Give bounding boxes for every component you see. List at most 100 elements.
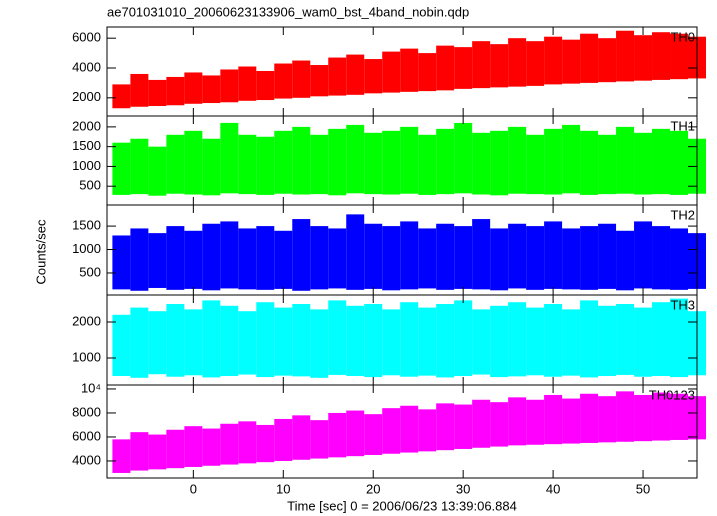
data-band [256, 70, 275, 101]
data-band [238, 134, 257, 195]
data-band [436, 223, 455, 290]
data-band [400, 221, 419, 290]
data-band [382, 226, 401, 291]
x-tick-label: 50 [636, 481, 650, 496]
data-band [148, 311, 167, 375]
y-tick-label: 4000 [72, 59, 101, 74]
data-band [418, 228, 437, 289]
data-band [292, 60, 311, 98]
data-band [490, 402, 509, 447]
data-band [346, 54, 365, 95]
data-band [328, 228, 347, 289]
data-band [382, 130, 401, 195]
data-band [112, 84, 131, 109]
data-band [130, 138, 149, 195]
data-band [580, 393, 599, 443]
data-band [562, 398, 581, 444]
data-band [346, 410, 365, 457]
data-band [580, 300, 599, 378]
data-band [148, 434, 167, 470]
data-band [112, 142, 131, 195]
data-band [490, 228, 509, 291]
data-band [202, 75, 221, 104]
data-band [202, 428, 221, 466]
y-tick-label: 1000 [72, 158, 101, 173]
data-band [634, 394, 653, 442]
data-band [166, 76, 185, 106]
data-band [472, 41, 491, 89]
data-band [328, 412, 347, 458]
y-axis-label: Counts/sec [33, 219, 48, 285]
y-tick-label: 2000 [72, 89, 101, 104]
data-band [112, 314, 131, 376]
series-label: TH0 [670, 29, 695, 44]
x-tick-label: 10 [276, 481, 290, 496]
data-band [256, 226, 275, 290]
series-label: TH0123 [649, 387, 695, 402]
data-band [634, 35, 653, 81]
x-tick-label: 30 [456, 481, 470, 496]
data-band [580, 226, 599, 290]
data-band [562, 39, 581, 84]
data-band [598, 38, 617, 83]
data-band [652, 226, 671, 290]
data-band [472, 309, 491, 375]
data-band [256, 302, 275, 378]
data-band [670, 130, 689, 195]
y-tick-label: 2000 [72, 313, 101, 328]
y-tick-label: 500 [79, 264, 101, 279]
data-band [166, 429, 185, 469]
data-band [598, 223, 617, 289]
data-band [544, 128, 563, 195]
data-band [616, 126, 635, 194]
data-band [220, 221, 239, 289]
data-band [526, 399, 545, 445]
data-band [202, 223, 221, 291]
y-tick-label: 1000 [72, 241, 101, 256]
data-band [346, 214, 365, 290]
data-band [670, 33, 689, 80]
data-band [634, 221, 653, 289]
data-band [652, 128, 671, 195]
data-band [400, 405, 419, 453]
data-band [130, 432, 149, 471]
data-band [292, 126, 311, 195]
data-band [454, 47, 473, 89]
data-band [418, 53, 437, 92]
data-band [472, 132, 491, 195]
data-band [616, 391, 635, 442]
data-band [130, 307, 149, 378]
data-band [274, 307, 293, 376]
data-band [562, 309, 581, 376]
data-band [346, 124, 365, 194]
y-tick-label: 4000 [72, 452, 101, 467]
data-band [598, 134, 617, 195]
data-band [652, 392, 671, 441]
y-tick-label: 10⁴ [81, 380, 101, 395]
data-band [472, 399, 491, 448]
data-band [292, 415, 311, 460]
data-band [310, 226, 329, 290]
data-band [184, 309, 203, 376]
data-band [292, 304, 311, 377]
data-band [544, 36, 563, 85]
data-band [544, 221, 563, 289]
data-band [202, 138, 221, 196]
data-band [130, 228, 149, 291]
data-band [544, 394, 563, 445]
data-band [220, 305, 239, 376]
series-label: TH3 [670, 297, 695, 312]
data-band [562, 124, 581, 194]
data-band [166, 304, 185, 377]
data-band [526, 307, 545, 376]
data-band [598, 396, 617, 443]
data-band [274, 418, 293, 461]
data-band [418, 409, 437, 452]
data-band [310, 309, 329, 378]
data-band [310, 134, 329, 195]
data-band [436, 45, 455, 91]
data-band [616, 230, 635, 291]
data-band [184, 72, 203, 104]
data-band [508, 302, 527, 377]
data-band [418, 307, 437, 376]
